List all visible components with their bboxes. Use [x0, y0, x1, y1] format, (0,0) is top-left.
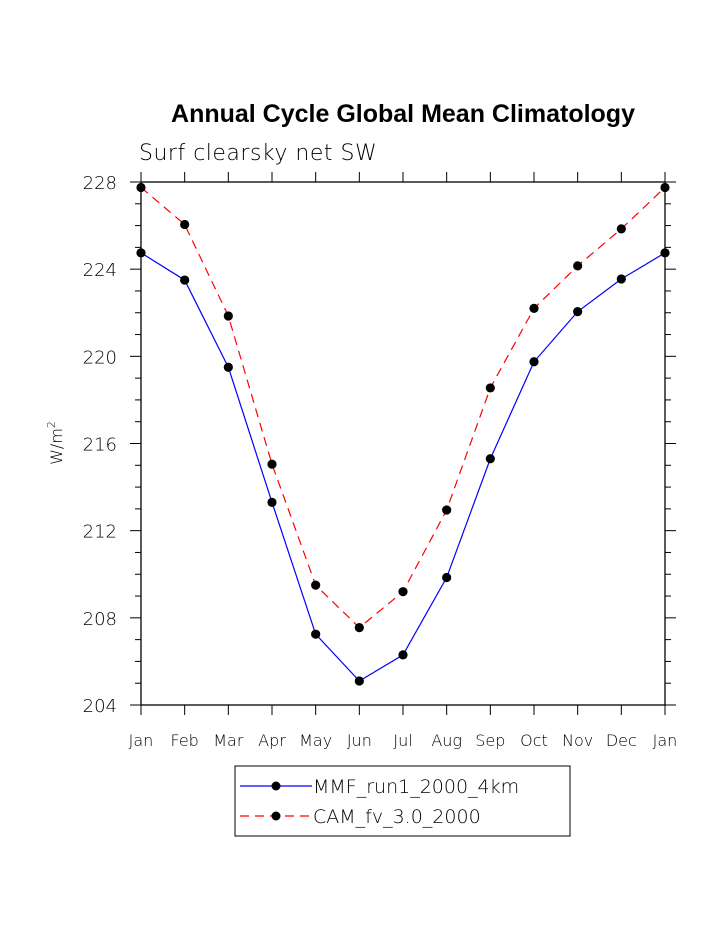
legend-item-cam: CAM_fv_3.0_2000 — [240, 806, 481, 828]
x-tick-label: Feb — [171, 731, 199, 750]
series-line-cam — [140, 186, 666, 629]
x-tick-label: Jan — [653, 731, 678, 750]
series-layer — [136, 182, 670, 686]
y-tick-label: 228 — [83, 173, 117, 194]
plot-area — [140, 181, 666, 706]
x-tick-label: Apr — [258, 731, 286, 750]
x-tick-label: Nov — [562, 731, 593, 750]
data-point-cam — [573, 261, 583, 271]
data-point-mmf — [398, 650, 408, 660]
y-axis-label: W/m2 — [45, 421, 66, 465]
chart-subtitle: Surf clearsky net SW — [139, 141, 377, 166]
y-axis-label-superscript: 2 — [45, 421, 58, 428]
x-tick-label: Mar — [213, 731, 244, 750]
series-line-mmf — [140, 252, 666, 682]
x-tick-label: May — [299, 731, 332, 750]
legend-marker-mmf — [271, 781, 281, 791]
data-point-cam — [442, 505, 452, 515]
data-point-mmf — [311, 629, 321, 639]
data-point-cam — [311, 580, 321, 590]
data-point-mmf — [660, 248, 670, 258]
data-point-cam — [267, 459, 277, 469]
legend-box — [234, 765, 571, 837]
y-tick-label: 216 — [83, 435, 117, 456]
data-point-mmf — [180, 275, 190, 285]
svg-text:W/m2: W/m2 — [45, 421, 66, 465]
x-tick-label: Aug — [431, 731, 462, 750]
x-axis: Jan Feb Mar Apr May Jun Jul Aug Sep Oct Nov Dec Jan — [129, 172, 678, 750]
x-tick-label: Jul — [393, 731, 412, 750]
data-point-cam — [136, 182, 146, 193]
y-tick-label: 208 — [83, 609, 117, 630]
data-point-cam — [354, 623, 364, 633]
data-point-mmf — [442, 572, 452, 583]
legend-label-mmf: MMF_run1_2000_4km — [313, 776, 519, 798]
y-axis: 204 208 212 216 220 224 228 — [83, 173, 676, 717]
y-tick-label: 220 — [83, 347, 117, 368]
x-tick-label: Sep — [475, 731, 505, 750]
data-point-cam — [223, 311, 233, 321]
legend-marker-cam — [271, 811, 281, 821]
x-tick-label: Jan — [129, 731, 154, 750]
data-point-cam — [660, 182, 670, 193]
x-tick-label: Dec — [606, 731, 637, 750]
data-point-cam — [398, 587, 408, 597]
data-point-mmf — [223, 362, 233, 372]
data-point-cam — [529, 303, 539, 313]
plot-frame — [140, 181, 666, 706]
legend: MMF_run1_2000_4km CAM_fv_3.0_2000 — [234, 765, 571, 837]
data-point-mmf — [354, 676, 364, 686]
legend-item-mmf: MMF_run1_2000_4km — [240, 776, 519, 798]
data-point-mmf — [136, 248, 146, 258]
data-point-mmf — [485, 454, 495, 464]
data-point-mmf — [267, 497, 277, 507]
x-tick-label: Jun — [347, 731, 372, 750]
y-axis-label-text: W/m — [47, 428, 66, 465]
legend-label-cam: CAM_fv_3.0_2000 — [313, 806, 481, 828]
x-tick-label: Oct — [520, 731, 548, 750]
y-tick-label: 212 — [83, 522, 117, 543]
data-point-cam — [180, 219, 190, 230]
chart-title: Annual Cycle Global Mean Climatology — [171, 100, 635, 128]
y-tick-label: 204 — [83, 696, 117, 717]
y-tick-label: 224 — [83, 260, 117, 281]
data-point-cam — [485, 383, 495, 393]
data-point-cam — [616, 224, 626, 234]
data-point-mmf — [529, 357, 539, 367]
data-point-mmf — [573, 307, 583, 317]
data-point-mmf — [616, 274, 626, 284]
